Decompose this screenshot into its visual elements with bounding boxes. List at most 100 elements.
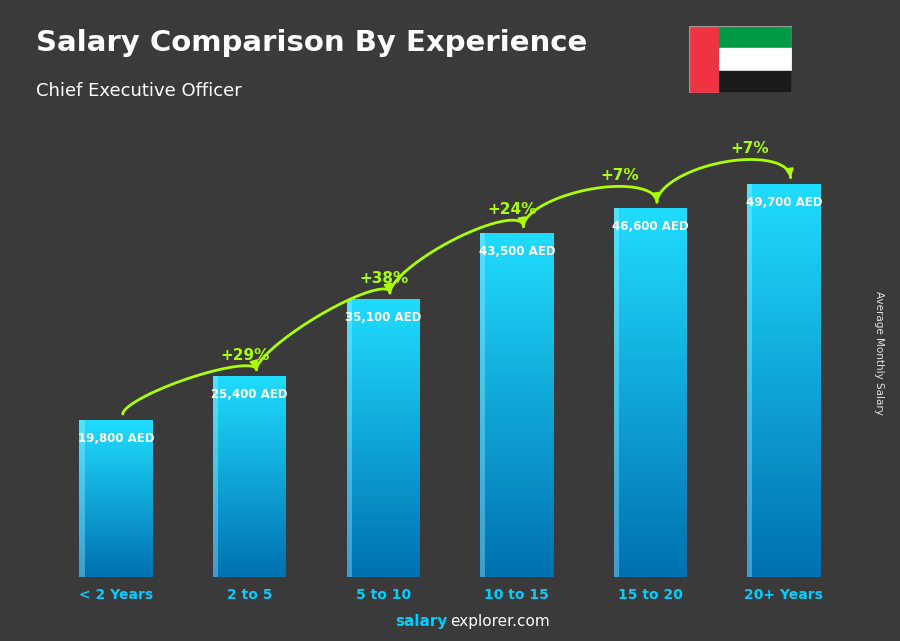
- Bar: [79, 504, 153, 506]
- Bar: [480, 362, 554, 366]
- Bar: [747, 420, 821, 424]
- Bar: [79, 477, 153, 479]
- Bar: [346, 372, 420, 376]
- Text: +7%: +7%: [600, 168, 639, 183]
- Bar: [747, 331, 821, 337]
- Bar: [480, 366, 554, 370]
- Bar: [480, 267, 554, 272]
- Bar: [747, 459, 821, 464]
- Bar: [480, 310, 554, 315]
- Bar: [346, 355, 420, 358]
- Bar: [213, 413, 286, 416]
- Bar: [747, 533, 821, 538]
- Bar: [213, 439, 286, 442]
- Bar: [213, 489, 286, 492]
- Text: +7%: +7%: [731, 142, 770, 156]
- Bar: [480, 499, 554, 504]
- Bar: [747, 572, 821, 577]
- Bar: [480, 413, 554, 418]
- Bar: [346, 369, 420, 372]
- Bar: [346, 344, 420, 348]
- Bar: [747, 326, 821, 331]
- Bar: [480, 435, 554, 439]
- Bar: [213, 409, 286, 412]
- Bar: [614, 273, 687, 278]
- Bar: [747, 518, 821, 523]
- Bar: [346, 435, 420, 438]
- Bar: [79, 469, 153, 471]
- Bar: [213, 429, 286, 431]
- Bar: [213, 383, 286, 386]
- Bar: [747, 356, 821, 361]
- Bar: [346, 403, 420, 407]
- Bar: [346, 400, 420, 403]
- Bar: [614, 480, 687, 485]
- Bar: [614, 227, 687, 231]
- Bar: [614, 512, 687, 517]
- Bar: [346, 483, 420, 487]
- Bar: [480, 297, 554, 302]
- Bar: [79, 506, 153, 508]
- Bar: [480, 431, 554, 435]
- Bar: [79, 508, 153, 510]
- Bar: [614, 494, 687, 499]
- Bar: [346, 479, 420, 483]
- Bar: [747, 557, 821, 562]
- Bar: [213, 506, 286, 509]
- Bar: [79, 471, 153, 473]
- Bar: [213, 547, 286, 549]
- Bar: [747, 494, 821, 498]
- Bar: [480, 444, 554, 448]
- Bar: [79, 462, 153, 463]
- Bar: [480, 526, 554, 529]
- Bar: [79, 465, 153, 467]
- Bar: [480, 495, 554, 499]
- Bar: [614, 554, 687, 558]
- Bar: [346, 327, 420, 331]
- Bar: [480, 409, 554, 413]
- Bar: [480, 405, 554, 409]
- Bar: [346, 390, 420, 393]
- Bar: [747, 395, 821, 400]
- Bar: [614, 416, 687, 420]
- Bar: [79, 501, 153, 503]
- Bar: [747, 292, 821, 297]
- Bar: [480, 375, 554, 379]
- Bar: [346, 424, 420, 428]
- Bar: [614, 508, 687, 512]
- Bar: [747, 238, 821, 243]
- Text: Chief Executive Officer: Chief Executive Officer: [36, 82, 242, 100]
- Bar: [213, 446, 286, 449]
- Bar: [346, 556, 420, 560]
- Bar: [747, 219, 821, 223]
- Bar: [346, 431, 420, 435]
- Bar: [614, 526, 687, 531]
- Bar: [747, 474, 821, 479]
- Text: +29%: +29%: [220, 347, 270, 363]
- Bar: [213, 522, 286, 524]
- Bar: [480, 293, 554, 297]
- Bar: [213, 376, 218, 577]
- Bar: [747, 513, 821, 518]
- Bar: [213, 464, 286, 467]
- Bar: [346, 407, 420, 410]
- Bar: [79, 424, 153, 426]
- Bar: [346, 420, 420, 424]
- Bar: [213, 437, 286, 439]
- Bar: [480, 474, 554, 478]
- Bar: [79, 518, 153, 520]
- Bar: [480, 263, 554, 267]
- Bar: [480, 259, 554, 263]
- Bar: [614, 540, 687, 545]
- Bar: [614, 476, 687, 480]
- Bar: [747, 312, 821, 317]
- Bar: [79, 503, 153, 504]
- Bar: [747, 204, 821, 208]
- Bar: [747, 337, 821, 341]
- Bar: [79, 514, 153, 516]
- Bar: [747, 464, 821, 469]
- Text: +24%: +24%: [488, 202, 537, 217]
- Bar: [480, 345, 554, 349]
- Bar: [614, 333, 687, 337]
- Bar: [480, 461, 554, 465]
